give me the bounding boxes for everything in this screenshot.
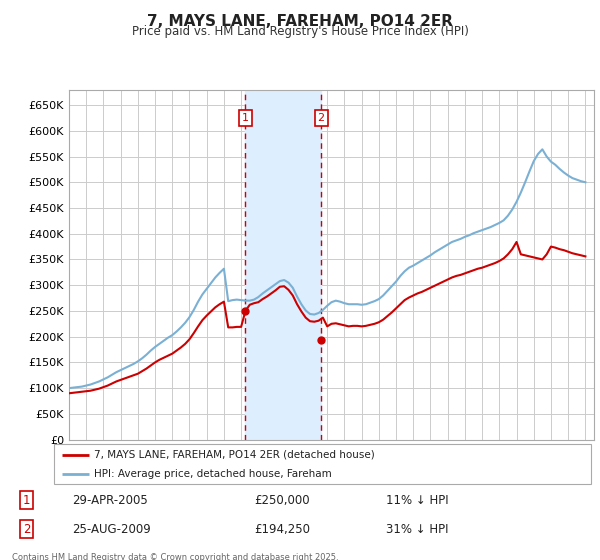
- Text: £250,000: £250,000: [254, 493, 310, 507]
- Text: 7, MAYS LANE, FAREHAM, PO14 2ER: 7, MAYS LANE, FAREHAM, PO14 2ER: [147, 14, 453, 29]
- Text: £194,250: £194,250: [254, 522, 310, 535]
- Text: 1: 1: [23, 493, 30, 507]
- Text: 25-AUG-2009: 25-AUG-2009: [73, 522, 151, 535]
- Text: 1: 1: [242, 113, 249, 123]
- Text: 7, MAYS LANE, FAREHAM, PO14 2ER (detached house): 7, MAYS LANE, FAREHAM, PO14 2ER (detache…: [94, 450, 375, 460]
- Text: Contains HM Land Registry data © Crown copyright and database right 2025.
This d: Contains HM Land Registry data © Crown c…: [12, 553, 338, 560]
- Bar: [245, 90, 321, 440]
- Text: 2: 2: [317, 113, 325, 123]
- Text: 29-APR-2005: 29-APR-2005: [73, 493, 148, 507]
- Text: 31% ↓ HPI: 31% ↓ HPI: [386, 522, 449, 535]
- Text: 11% ↓ HPI: 11% ↓ HPI: [386, 493, 449, 507]
- Text: 2: 2: [23, 522, 30, 535]
- FancyBboxPatch shape: [54, 444, 591, 484]
- Text: HPI: Average price, detached house, Fareham: HPI: Average price, detached house, Fare…: [94, 469, 332, 478]
- Text: Price paid vs. HM Land Registry's House Price Index (HPI): Price paid vs. HM Land Registry's House …: [131, 25, 469, 38]
